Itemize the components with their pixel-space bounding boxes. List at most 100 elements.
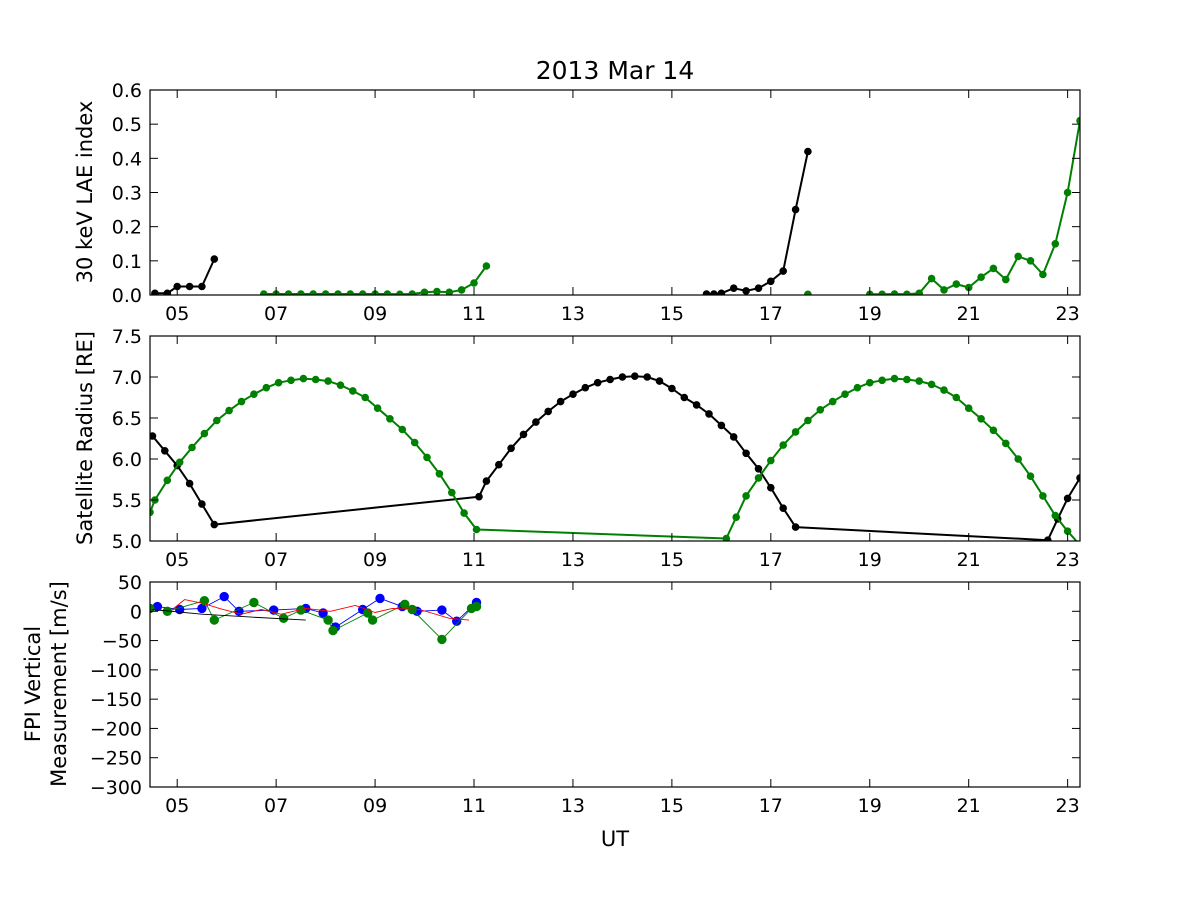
radius-data-point xyxy=(1026,472,1035,481)
radius-data-point xyxy=(361,393,370,402)
lae-data-point xyxy=(940,286,948,294)
lae-data-point xyxy=(927,274,936,283)
lae-x-tick-label: 19 xyxy=(858,303,882,325)
radius-data-point xyxy=(150,508,154,517)
lae-data-point xyxy=(702,290,711,295)
fpi-data-point xyxy=(197,603,207,614)
radius-data-point xyxy=(225,406,233,415)
radius-axes-frame xyxy=(149,335,1081,542)
radius-y-tick-label: 6.5 xyxy=(112,408,142,430)
lae-data-point xyxy=(358,290,367,295)
lae-data-point xyxy=(346,290,355,295)
lae-data-point xyxy=(878,290,886,295)
lae-data-point xyxy=(989,264,998,273)
fpi-x-tick-label: 09 xyxy=(363,795,387,817)
lae-x-tick-label: 23 xyxy=(1056,303,1080,325)
radius-data-point xyxy=(210,520,219,529)
radius-data-point xyxy=(200,429,209,438)
radius-data-point xyxy=(287,376,295,385)
radius-data-point xyxy=(828,397,837,406)
radius-data-point xyxy=(791,428,800,436)
radius-data-point xyxy=(631,372,639,381)
radius-data-point xyxy=(150,432,157,440)
radius-data-point xyxy=(791,523,800,531)
fpi-data-point xyxy=(437,634,447,645)
fpi-data-point xyxy=(367,615,378,625)
fpi-x-tick-label: 15 xyxy=(660,795,684,817)
radius-data-point xyxy=(618,373,627,381)
radius-data-point xyxy=(1051,511,1060,520)
fpi-y-tick-label: −200 xyxy=(90,718,142,740)
fpi-axes-frame xyxy=(149,581,1081,788)
lae-plot-area xyxy=(151,116,1080,295)
lae-data-point xyxy=(185,282,194,291)
lae-data-point xyxy=(710,290,718,295)
radius-data-point xyxy=(1044,536,1052,541)
lae-data-point xyxy=(903,290,911,295)
radius-data-point xyxy=(410,438,419,447)
lae-data-point xyxy=(1002,275,1010,284)
radius-data-point xyxy=(952,393,961,402)
radius-data-point xyxy=(593,378,602,387)
radius-data-point xyxy=(668,384,676,393)
radius-y-tick-label: 7.5 xyxy=(112,326,142,348)
lae-y-tick-label: 0.6 xyxy=(112,80,142,102)
radius-data-point xyxy=(767,456,775,465)
radius-data-point xyxy=(692,401,701,409)
radius-data-point xyxy=(1014,455,1023,463)
lae-data-point xyxy=(890,290,899,295)
radius-data-point xyxy=(841,390,849,399)
radius-x-tick-label: 11 xyxy=(462,549,486,571)
lae-data-point xyxy=(482,262,491,270)
radius-data-point xyxy=(163,476,172,485)
lae-x-tick-label: 11 xyxy=(462,303,486,325)
radius-data-point xyxy=(606,375,614,384)
lae-y-tick-label: 0.3 xyxy=(112,183,142,205)
fpi-data-point xyxy=(437,605,447,615)
radius-data-point xyxy=(482,477,491,485)
radius-data-point xyxy=(1063,494,1072,503)
lae-data-point xyxy=(151,289,159,295)
radius-data-point xyxy=(927,380,936,389)
radius-data-point xyxy=(250,390,258,399)
radius-data-point xyxy=(161,447,169,455)
lae-x-tick-label: 05 xyxy=(165,303,189,325)
satellite-radius-panel: Satellite Radius [RE] 05 07 09 11 13 15 17 19 21… xyxy=(73,326,1081,571)
lae-data-point xyxy=(309,290,317,295)
lae-data-point xyxy=(210,255,219,263)
fpi-y-tick-label: −100 xyxy=(90,660,142,682)
radius-data-point xyxy=(185,479,194,488)
radius-data-point xyxy=(311,375,320,384)
radius-data-point xyxy=(655,377,664,385)
lae-data-point xyxy=(408,290,416,295)
lae-data-point xyxy=(457,286,466,294)
fpi-y-tick-label: −250 xyxy=(90,748,142,770)
radius-data-point xyxy=(472,525,481,534)
radius-data-point xyxy=(299,374,308,383)
lae-data-point xyxy=(297,290,305,295)
radius-data-point xyxy=(373,404,382,413)
lae-x-tick-label: 07 xyxy=(264,303,288,325)
fpi-x-tick-label: 05 xyxy=(165,795,189,817)
fpi-y-tick-label: 50 xyxy=(118,572,142,594)
radius-y-tick-label: 5.5 xyxy=(112,490,142,512)
lae-data-point xyxy=(163,289,172,295)
radius-data-point xyxy=(349,387,357,395)
radius-x-tick-label: 15 xyxy=(660,549,684,571)
radius-data-point xyxy=(866,378,874,387)
radius-data-point xyxy=(754,465,763,473)
lae-data-point xyxy=(433,287,441,295)
radius-data-point xyxy=(767,483,775,492)
fpi-x-tick-label: 07 xyxy=(264,795,288,817)
fpi-data-point xyxy=(375,593,385,604)
fpi-y-tick-label: −300 xyxy=(90,777,142,799)
fpi-x-tick-label: 17 xyxy=(759,795,783,817)
radius-data-point xyxy=(890,374,899,383)
radius-data-point xyxy=(556,397,565,406)
radius-data-point xyxy=(977,415,985,423)
fpi-y-tick-label: 0 xyxy=(130,601,142,623)
lae-x-tick-label: 13 xyxy=(561,303,585,325)
lae-index-panel: 2013 Mar 14 30 keV LAE index 05 07 09 11 13 1… xyxy=(73,56,1081,325)
